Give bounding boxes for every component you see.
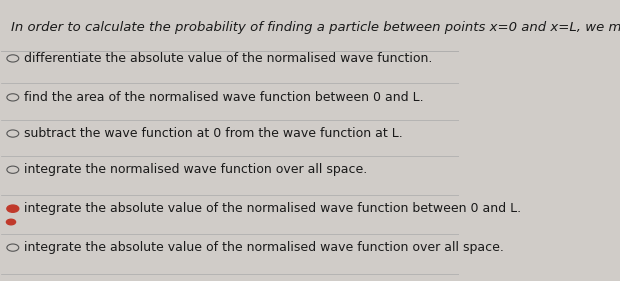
Text: integrate the normalised wave function over all space.: integrate the normalised wave function o… <box>24 163 368 176</box>
Text: integrate the absolute value of the normalised wave function over all space.: integrate the absolute value of the norm… <box>24 241 504 254</box>
Text: differentiate the absolute value of the normalised wave function.: differentiate the absolute value of the … <box>24 52 433 65</box>
Text: find the area of the normalised wave function between 0 and L.: find the area of the normalised wave fun… <box>24 91 424 104</box>
Circle shape <box>6 219 16 225</box>
Text: integrate the absolute value of the normalised wave function between 0 and L.: integrate the absolute value of the norm… <box>24 202 521 215</box>
Circle shape <box>7 205 19 212</box>
Text: In order to calculate the probability of finding a particle between points x=0 a: In order to calculate the probability of… <box>11 21 620 34</box>
Text: subtract the wave function at 0 from the wave function at L.: subtract the wave function at 0 from the… <box>24 127 403 140</box>
